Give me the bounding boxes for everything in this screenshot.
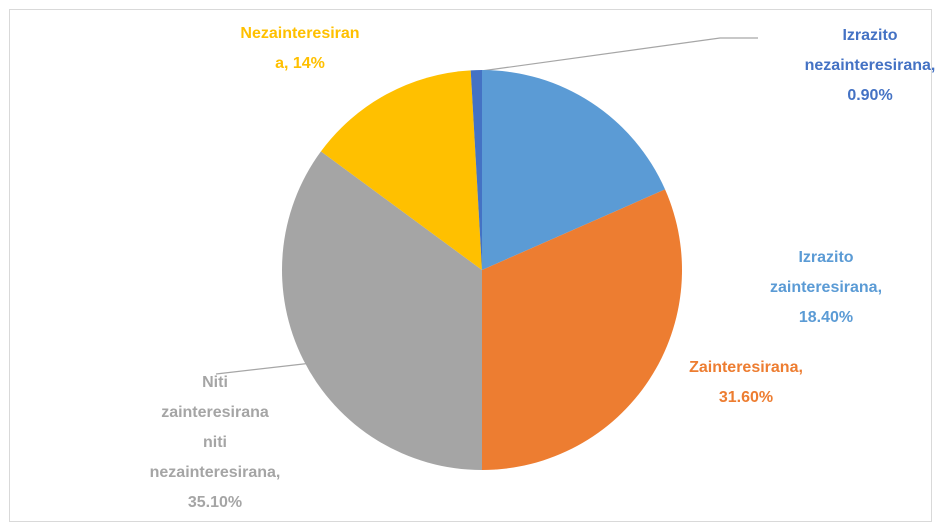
data-label: Izrazito zainteresirana, 18.40%: [770, 249, 882, 326]
data-label-line: 35.10%: [188, 494, 242, 511]
data-label: Nezainteresiran a, 14%: [240, 25, 359, 72]
data-label-line: 31.60%: [719, 389, 773, 406]
data-label-line: zainteresirana: [161, 404, 269, 421]
pie-slice: [470, 70, 482, 270]
data-label-line: Izrazito: [798, 249, 853, 266]
leader-line: [215, 362, 313, 375]
data-label: Niti zainteresirana niti nezainteresirana, 3…: [150, 374, 281, 511]
data-label-line: Izrazito: [842, 27, 897, 44]
data-label-line: zainteresirana,: [770, 279, 882, 296]
leader-line: [473, 37, 758, 73]
data-label-line: nezainteresirana,: [150, 464, 281, 481]
data-label-line: Zainteresirana,: [689, 359, 803, 376]
pie-slice: [320, 70, 482, 270]
data-label-line: 0.90%: [847, 87, 892, 104]
data-label-line: niti: [203, 434, 227, 451]
data-label-line: 18.40%: [799, 309, 853, 326]
data-label-line: Nezainteresiran: [240, 25, 359, 42]
data-label-line: Niti: [202, 374, 228, 391]
pie-slice: [482, 189, 682, 471]
pie-slice: [282, 151, 482, 470]
pie-slice: [482, 70, 666, 270]
data-label-line: a, 14%: [275, 55, 325, 72]
data-label: Izrazito nezainteresirana, 0.90%: [805, 27, 936, 104]
data-label-line: nezainteresirana,: [805, 57, 936, 74]
data-label: Zainteresirana, 31.60%: [689, 359, 803, 406]
